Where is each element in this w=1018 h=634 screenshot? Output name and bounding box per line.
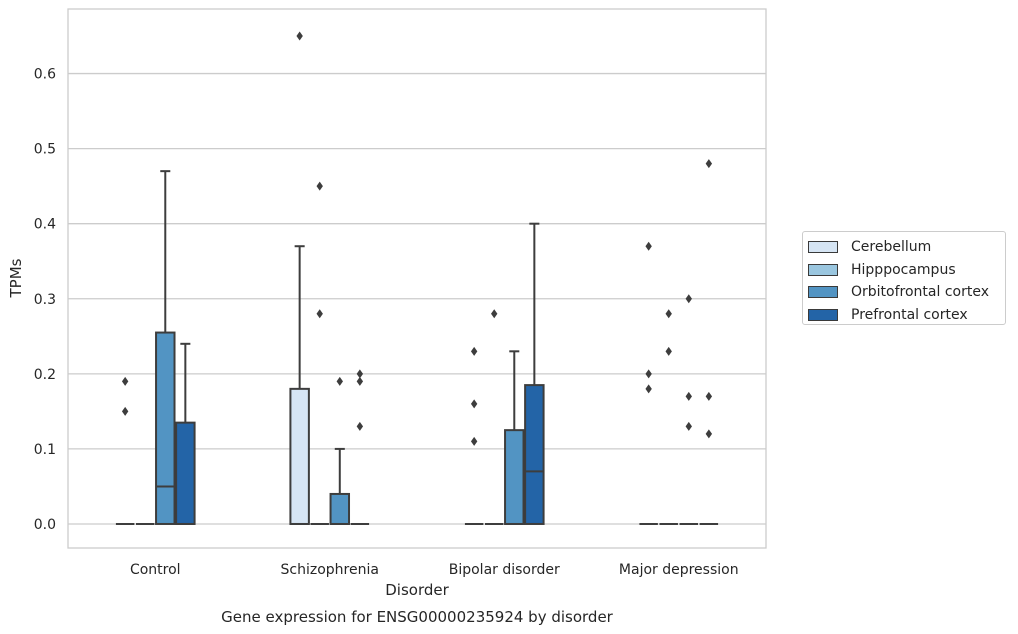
outlier-point xyxy=(645,241,652,251)
box-group xyxy=(484,309,504,525)
outlier-point xyxy=(665,309,672,319)
chart-title: Gene expression for ENSG00000235924 by d… xyxy=(221,608,614,626)
legend-label: Orbitofrontal cortex xyxy=(851,284,989,301)
legend-swatch xyxy=(808,308,838,321)
outlier-point xyxy=(645,384,652,394)
legend-swatch xyxy=(808,241,838,254)
box-group xyxy=(175,342,196,525)
outlier-point xyxy=(296,31,303,41)
plot-frame xyxy=(67,8,767,549)
box-group xyxy=(155,170,176,525)
outlier-point xyxy=(685,391,692,401)
outlier-point xyxy=(685,294,692,304)
x-axis-ticks: Control Schizophrenia Bipolar disorder Majo… xyxy=(130,562,739,578)
y-axis-ticks: 0.0 0.1 0.2 0.3 0.4 0.5 0.6 xyxy=(34,67,56,533)
y-tick-label: 0.6 xyxy=(34,67,56,83)
outlier-point xyxy=(470,399,478,409)
outlier-point xyxy=(491,309,498,319)
box xyxy=(504,429,525,525)
y-tick-label: 0.1 xyxy=(34,442,56,458)
y-tick-label: 0.3 xyxy=(34,292,56,308)
box xyxy=(329,492,351,525)
outlier-point xyxy=(356,421,364,431)
outlier-point xyxy=(470,346,478,356)
box-group xyxy=(464,346,484,525)
y-tick-label: 0.2 xyxy=(34,367,56,383)
outlier-point xyxy=(121,376,129,386)
box xyxy=(155,331,176,525)
legend-item: Prefrontal cortex xyxy=(808,304,1005,327)
legend-item: Orbitofrontal cortex xyxy=(808,281,1005,304)
outlier-point xyxy=(121,406,129,416)
outlier-point xyxy=(470,436,478,446)
outlier-point xyxy=(645,369,652,379)
box-group xyxy=(504,350,525,525)
box-group xyxy=(679,294,699,525)
outlier-point xyxy=(705,391,713,401)
outlier-point xyxy=(685,421,692,431)
y-tick-label: 0.0 xyxy=(34,517,56,533)
legend-label: Cerebellum xyxy=(851,239,932,256)
box-group xyxy=(115,376,135,525)
x-tick-label: Schizophrenia xyxy=(281,562,379,578)
outlier-point xyxy=(705,429,713,439)
legend-label: Prefrontal cortex xyxy=(851,306,968,323)
box-series xyxy=(115,31,719,525)
box-group xyxy=(639,241,658,525)
box xyxy=(175,421,196,525)
legend-item: Cerebellum xyxy=(808,236,1005,259)
box xyxy=(289,387,310,525)
x-tick-label: Major depression xyxy=(619,562,739,578)
series-hipppocampus xyxy=(135,181,678,525)
y-axis-label: TPMs xyxy=(7,258,25,298)
box-group xyxy=(524,222,545,525)
series-orbitofrontal-cortex xyxy=(155,170,699,525)
outlier-point xyxy=(356,376,364,386)
outlier-point xyxy=(356,369,364,379)
outlier-point xyxy=(316,181,323,191)
legend: Cerebellum Hipppocampus Orbitofrontal cort… xyxy=(802,231,1006,325)
box-group xyxy=(350,369,370,525)
legend-swatch xyxy=(808,263,838,276)
x-axis-label: Disorder xyxy=(385,581,449,599)
outlier-point xyxy=(336,376,343,386)
series-prefrontal-cortex xyxy=(175,159,719,525)
legend-swatch xyxy=(808,286,838,299)
legend-label: Hipppocampus xyxy=(851,261,956,278)
outlier-point xyxy=(705,159,713,169)
box-group xyxy=(659,309,678,525)
outlier-point xyxy=(665,346,672,356)
y-tick-label: 0.5 xyxy=(34,142,56,158)
box-group xyxy=(329,376,351,525)
box-group xyxy=(289,31,310,525)
box-group xyxy=(699,159,719,525)
legend-item: Hipppocampus xyxy=(808,259,1005,282)
y-tick-label: 0.4 xyxy=(34,217,56,233)
outlier-point xyxy=(316,309,323,319)
x-tick-label: Control xyxy=(130,562,181,578)
box xyxy=(524,384,545,525)
box-group xyxy=(310,181,329,525)
x-tick-label: Bipolar disorder xyxy=(449,562,560,578)
series-cerebellum xyxy=(115,31,658,525)
